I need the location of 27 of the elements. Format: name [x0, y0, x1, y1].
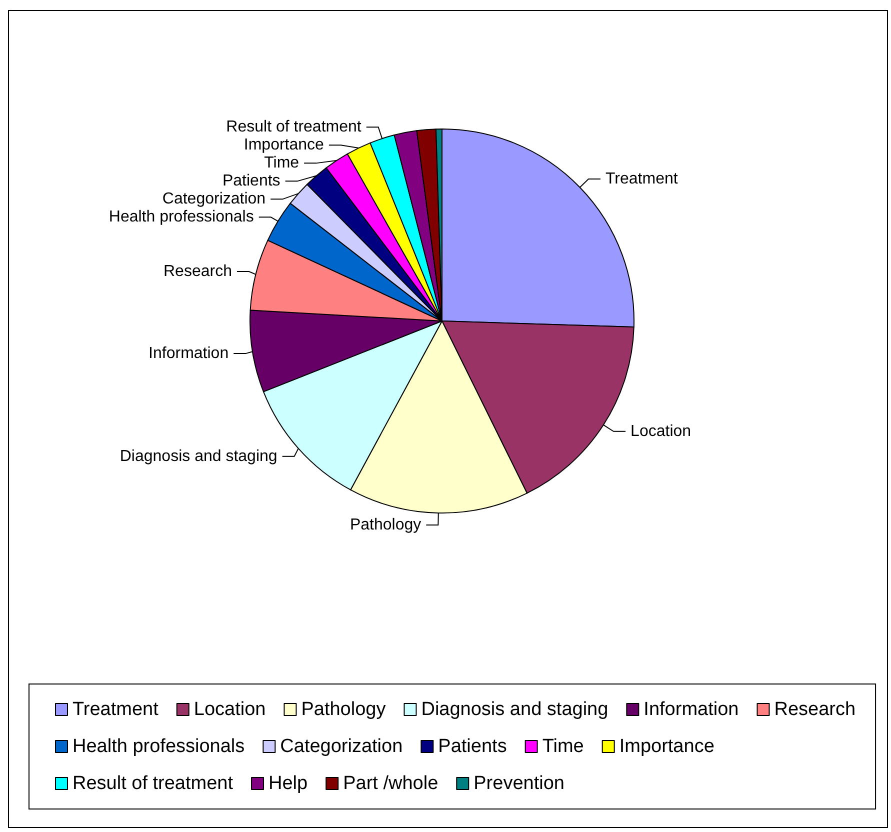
legend-label: Prevention	[474, 773, 564, 794]
slice-label: Diagnosis and staging	[120, 448, 278, 465]
legend-label: Research	[774, 699, 856, 720]
legend-label: Importance	[619, 736, 714, 757]
legend-label: Help	[268, 773, 308, 794]
slice-label: Categorization	[162, 190, 266, 208]
legend-label: Treatment	[72, 699, 160, 720]
slice-label: Time	[264, 154, 300, 172]
legend-label: Diagnosis and staging	[421, 699, 608, 720]
legend-label: Information	[644, 699, 739, 720]
slice-label: Treatment	[606, 170, 678, 188]
slice-label: Patients	[222, 172, 280, 190]
slice-label: Health professionals	[108, 208, 254, 226]
legend-label: Pathology	[301, 699, 386, 720]
legend-label: Part /whole	[343, 773, 438, 794]
legend-label: Time	[542, 736, 584, 757]
slice-label: Importance	[244, 136, 324, 154]
legend-label: Patients	[438, 736, 507, 757]
legend-label: Health professionals	[72, 736, 245, 757]
slice-label: Result of treatment	[226, 118, 362, 136]
slice-label: Research	[164, 263, 232, 280]
slice-label: Pathology	[350, 516, 422, 534]
slice-label: Information	[148, 345, 229, 362]
legend-label: Categorization	[280, 736, 403, 757]
legend-label: Result of treatment	[72, 773, 234, 794]
legend-label: Location	[194, 699, 266, 720]
slice-label: Location	[630, 422, 692, 440]
